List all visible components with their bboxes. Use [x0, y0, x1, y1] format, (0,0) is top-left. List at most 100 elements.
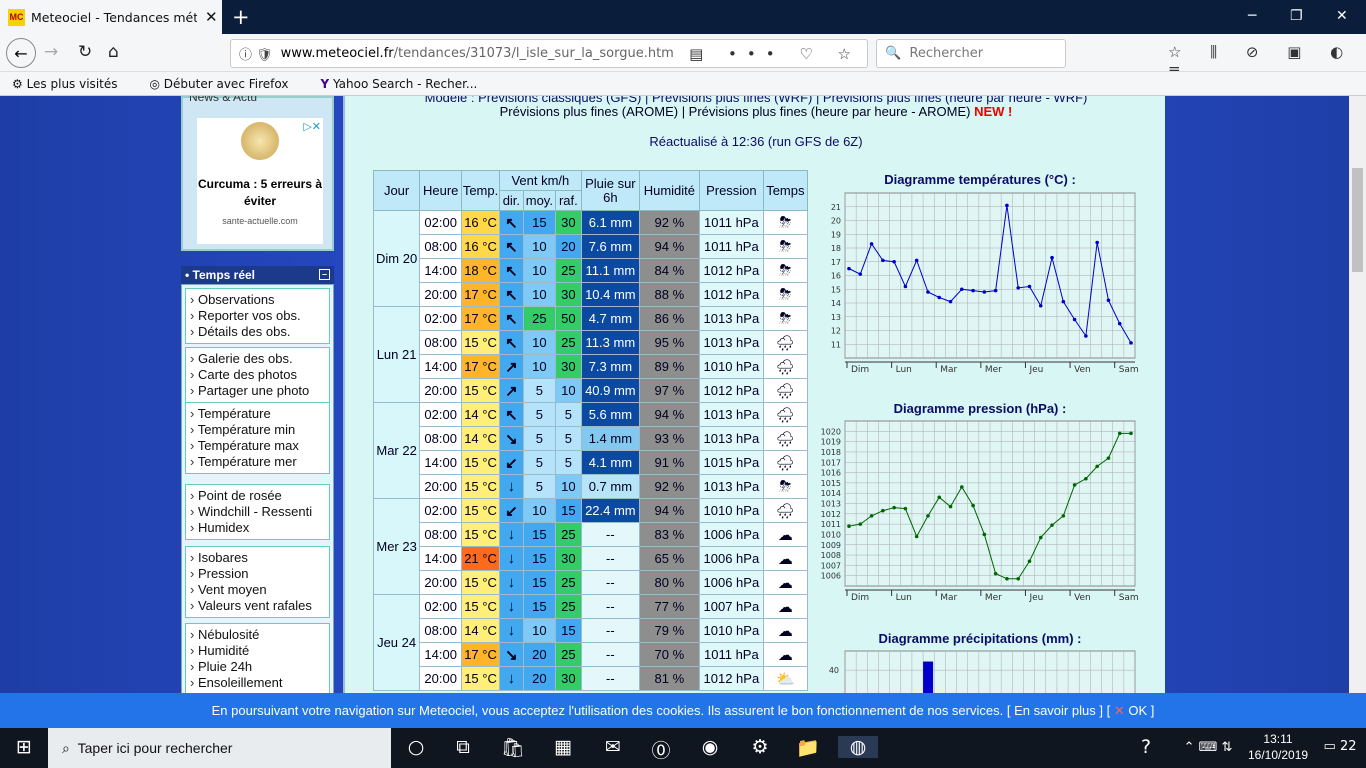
camera-icon[interactable]: ◉: [701, 736, 719, 758]
humidity-cell: 89 %: [638, 354, 700, 379]
arome-links[interactable]: Prévisions plus fines (AROME) | Prévisio…: [499, 104, 1013, 119]
bookmark-most-visited[interactable]: ⚙ Les plus visités: [12, 76, 118, 91]
minimize-icon[interactable]: ─: [1248, 8, 1257, 24]
weather-icon: ☁: [762, 642, 808, 667]
sidebar-link[interactable]: Carte des photos: [190, 367, 329, 383]
hour-cell: 20:00: [419, 282, 463, 307]
cookie-more-link[interactable]: [ En savoir plus ]: [1006, 703, 1103, 718]
sidebar-link[interactable]: Température: [190, 406, 329, 422]
data-point: [1005, 203, 1009, 208]
sidebar-link[interactable]: Nébulosité: [190, 627, 329, 643]
sidebar-link[interactable]: Température min: [190, 422, 329, 438]
help-icon[interactable]: ?: [1140, 736, 1152, 758]
humidity-cell: 70 %: [638, 642, 700, 667]
rain-cell: 0.7 mm: [580, 474, 640, 499]
sidebar-link[interactable]: Vent moyen: [190, 582, 329, 598]
outlook-icon[interactable]: ✉: [605, 736, 621, 758]
taskbar-search[interactable]: ⌕ Taper ici pour rechercher: [48, 728, 391, 768]
taskbar-search-placeholder: Taper ici pour rechercher: [77, 740, 233, 756]
model-links[interactable]: Modèle : Prévisions classiques (GFS) | P…: [424, 96, 1088, 105]
ad-title[interactable]: Curcuma : 5 erreurs à éviter: [197, 177, 323, 208]
data-point: [982, 290, 987, 294]
url-bar[interactable]: ⓘ 🛡 www.meteociel.fr/tendances/31073/l_i…: [230, 39, 868, 68]
cortana-icon[interactable]: ○: [407, 736, 425, 758]
ad-close-icon[interactable]: ▷✕: [303, 121, 321, 133]
sidebar-link[interactable]: Isobares: [190, 550, 329, 566]
pressure-cell: 1013 hPa: [698, 330, 764, 355]
notification-icon[interactable]: ▭ 22: [1323, 739, 1357, 754]
data-point: [1095, 240, 1099, 245]
reload-button[interactable]: ↻: [78, 42, 93, 62]
x-tick-label: Sam: [1119, 365, 1139, 375]
sidebar-cut-item[interactable]: News & Actu: [189, 96, 258, 104]
sidebar-link[interactable]: Humidité: [190, 643, 329, 659]
sidebar-link[interactable]: Reporter vos obs.: [190, 308, 329, 324]
data-point: [858, 522, 863, 526]
sidebar-link[interactable]: Galerie des obs.: [190, 351, 329, 367]
wind-avg-cell: 10: [522, 330, 556, 355]
close-tab-icon[interactable]: ✕: [205, 8, 218, 26]
x-tick-label: Lun: [896, 593, 912, 603]
bookmark-getting-started[interactable]: ◎ Débuter avec Firefox: [149, 76, 289, 91]
windows-start-icon[interactable]: ⊞: [16, 736, 32, 758]
ad-card[interactable]: ▷✕ Curcuma : 5 erreurs à éviter sante-ac…: [197, 118, 323, 244]
temp-cell: 15 °C: [461, 570, 500, 595]
sidebar-link[interactable]: Valeurs vent rafales: [190, 598, 329, 614]
browser-tab[interactable]: MC Meteociel - Tendances météo p ✕: [0, 0, 222, 34]
section-header[interactable]: • Temps réel –: [181, 266, 334, 284]
wind-gust-cell: 5: [554, 426, 582, 451]
clock[interactable]: 13:11 16/10/2019: [1248, 731, 1308, 763]
forecast-table: Jour Heure Temp. Vent km/h Pluie sur 6h …: [372, 170, 808, 691]
data-point: [881, 258, 885, 263]
humidity-cell: 81 %: [638, 666, 700, 691]
photos-icon[interactable]: ▦: [554, 736, 572, 758]
sidebar-link[interactable]: Pluie 24h: [190, 659, 329, 675]
table-row: 08:00 15 °C ↓ 15 25 -- 83 % 1006 hPa ☁: [374, 522, 808, 547]
sidebar-link[interactable]: Humidex: [190, 520, 329, 536]
scrollbar-thumb[interactable]: [1352, 168, 1363, 272]
wind-gust-cell: 5: [554, 450, 582, 475]
new-tab-icon[interactable]: +: [232, 5, 250, 29]
bookmark-yahoo[interactable]: Y Yahoo Search - Recher...: [320, 76, 478, 91]
wind-avg-cell: 15: [522, 570, 556, 595]
sidebar-link[interactable]: Détails des obs.: [190, 324, 329, 340]
back-button[interactable]: ←: [6, 38, 36, 68]
data-point: [1106, 456, 1111, 460]
scrollbar[interactable]: [1349, 96, 1366, 736]
x-tick-label: Dim: [851, 593, 869, 603]
sidebar-link[interactable]: Observations: [190, 292, 329, 308]
rain-cell: 7.6 mm: [580, 234, 640, 259]
close-window-icon[interactable]: ✕: [1336, 8, 1348, 24]
wind-gust-cell: 15: [554, 618, 582, 643]
humidity-cell: 94 %: [638, 234, 700, 259]
store-icon[interactable]: 🛍: [500, 737, 526, 759]
cookie-ok-button[interactable]: [ ✕ OK ]: [1106, 703, 1155, 718]
sidebar-link[interactable]: Partager une photo: [190, 383, 329, 399]
favicon-icon: MC: [8, 8, 25, 26]
forward-button[interactable]: →: [44, 42, 59, 62]
sidebar-link[interactable]: Point de rosée: [190, 488, 329, 504]
hour-cell: 02:00: [419, 402, 463, 427]
search-input[interactable]: 🔍 Rechercher: [876, 39, 1066, 68]
settings-app-icon[interactable]: ⚙: [751, 736, 769, 758]
site-info-icon[interactable]: ⓘ 🛡: [239, 48, 273, 63]
sidebar-link[interactable]: Température max: [190, 438, 329, 454]
sidebar-link[interactable]: Ensoleillement: [190, 675, 329, 691]
page-actions-icon[interactable]: ▤ ••• ♡ ☆: [689, 45, 861, 63]
sidebar-link[interactable]: Windchill - Ressenti: [190, 504, 329, 520]
task-view-icon[interactable]: ⧉: [456, 736, 470, 758]
home-button[interactable]: ⌂: [108, 42, 119, 62]
hp-icon[interactable]: ⓪: [651, 740, 671, 762]
url-host: www.meteociel.fr: [280, 46, 394, 61]
firefox-icon[interactable]: ◍: [838, 736, 878, 758]
maximize-icon[interactable]: ❐: [1290, 8, 1303, 24]
x-tick-label: Mer: [985, 365, 1002, 375]
sidebar-link[interactable]: Température mer: [190, 454, 329, 470]
system-tray-icons[interactable]: ⌃ ⌨ ⇅: [1183, 740, 1233, 755]
wind-avg-cell: 5: [522, 402, 556, 427]
file-explorer-icon[interactable]: 📁: [796, 737, 820, 759]
sidebar-link[interactable]: Pression: [190, 566, 329, 582]
table-row: 08:00 16 °C ↖ 10 20 7.6 mm 94 % 1011 hPa ⛈: [374, 234, 808, 259]
search-icon: 🔍: [885, 46, 910, 61]
collapse-icon[interactable]: –: [319, 269, 330, 280]
